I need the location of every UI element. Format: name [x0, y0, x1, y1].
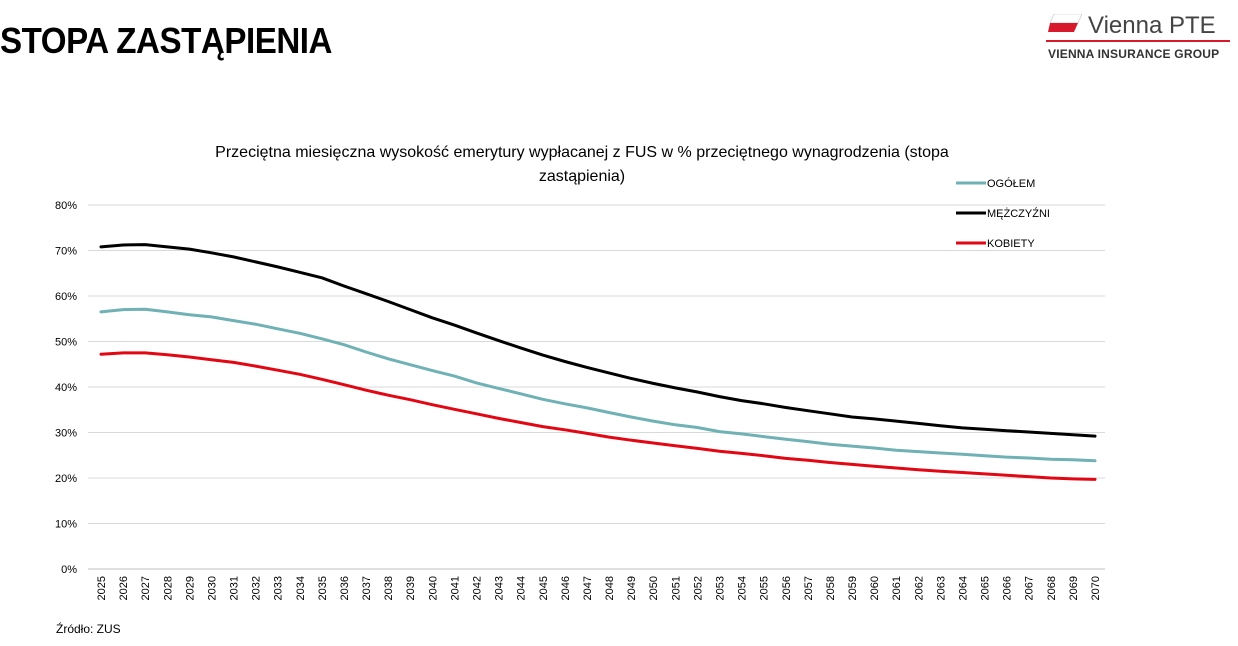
x-tick-label: 2044	[516, 576, 528, 600]
x-tick-label: 2059	[847, 576, 859, 600]
legend-label: OGÓŁEM	[987, 177, 1035, 190]
x-tick-label: 2038	[383, 576, 395, 600]
x-tick-label: 2037	[361, 576, 373, 600]
y-tick-label: 0%	[61, 564, 77, 576]
series-line-ogółem	[99, 307, 1097, 463]
x-tick-label: 2032	[251, 576, 263, 600]
y-tick-label: 50%	[55, 337, 77, 349]
y-tick-label: 70%	[55, 246, 77, 258]
x-tick-label: 2068	[1046, 576, 1058, 600]
x-tick-label: 2027	[140, 576, 152, 600]
x-tick-label: 2053	[714, 576, 726, 600]
x-tick-label: 2065	[980, 576, 992, 600]
x-tick-label: 2045	[538, 576, 550, 600]
x-tick-label: 2041	[449, 576, 461, 600]
x-tick-label: 2064	[957, 576, 969, 600]
x-tick-label: 2061	[891, 576, 903, 600]
logo-name: Vienna PTE	[1088, 12, 1216, 39]
x-tick-label: 2043	[494, 576, 506, 600]
x-tick-label: 2050	[648, 576, 660, 600]
x-tick-label: 2060	[869, 576, 881, 600]
x-tick-label: 2055	[759, 576, 771, 600]
x-tick-label: 2062	[913, 576, 925, 600]
flag-icon	[1048, 14, 1082, 32]
x-tick-label: 2057	[803, 576, 815, 600]
x-tick-label: 2049	[626, 576, 638, 600]
chart-title-line: zastąpienia)	[539, 168, 625, 185]
x-tick-label: 2034	[295, 576, 307, 600]
x-tick-label: 2070	[1090, 576, 1102, 600]
x-tick-label: 2058	[825, 576, 837, 600]
x-tick-label: 2051	[670, 576, 682, 600]
x-tick-label: 2054	[737, 576, 749, 600]
x-tick-label: 2048	[604, 576, 616, 600]
x-tick-label: 2030	[206, 576, 218, 600]
x-tick-label: 2042	[472, 576, 484, 600]
y-tick-label: 60%	[55, 291, 77, 303]
x-tick-label: 2036	[339, 576, 351, 600]
series-line-mężczyźni	[99, 243, 1097, 438]
x-tick-label: 2046	[560, 576, 572, 600]
x-tick-label: 2067	[1024, 576, 1036, 600]
x-tick-label: 2029	[184, 576, 196, 600]
x-tick-label: 2025	[96, 576, 108, 600]
x-tick-label: 2033	[273, 576, 285, 600]
x-tick-label: 2040	[427, 576, 439, 600]
x-tick-label: 2052	[692, 576, 704, 600]
x-tick-label: 2056	[781, 576, 793, 600]
y-tick-label: 30%	[55, 428, 77, 440]
source-note: Źródło: ZUS	[56, 622, 121, 636]
y-tick-label: 40%	[55, 382, 77, 394]
x-tick-label: 2028	[162, 576, 174, 600]
y-tick-label: 10%	[55, 519, 77, 531]
series-line-kobiety	[99, 351, 1097, 481]
y-tick-label: 80%	[55, 200, 77, 212]
x-tick-label: 2063	[935, 576, 947, 600]
y-tick-label: 20%	[55, 473, 77, 485]
vienna-pte-logo: Vienna PTE VIENNA INSURANCE GROUP	[1046, 10, 1232, 66]
logo-divider	[1046, 40, 1230, 42]
x-tick-label: 2031	[229, 576, 241, 600]
chart-title-line: Przeciętna miesięczna wysokość emerytury…	[215, 144, 949, 161]
legend-label: KOBIETY	[987, 238, 1035, 250]
x-tick-label: 2026	[118, 576, 130, 600]
x-tick-label: 2069	[1068, 576, 1080, 600]
page-title: STOPA ZASTĄPIENIA	[0, 20, 333, 61]
x-tick-label: 2035	[317, 576, 329, 600]
x-tick-label: 2066	[1002, 576, 1014, 600]
logo-subtitle: VIENNA INSURANCE GROUP	[1048, 47, 1220, 61]
x-tick-label: 2047	[582, 576, 594, 600]
x-tick-label: 2039	[405, 576, 417, 600]
legend-label: MĘŻCZYŹNI	[987, 207, 1050, 220]
